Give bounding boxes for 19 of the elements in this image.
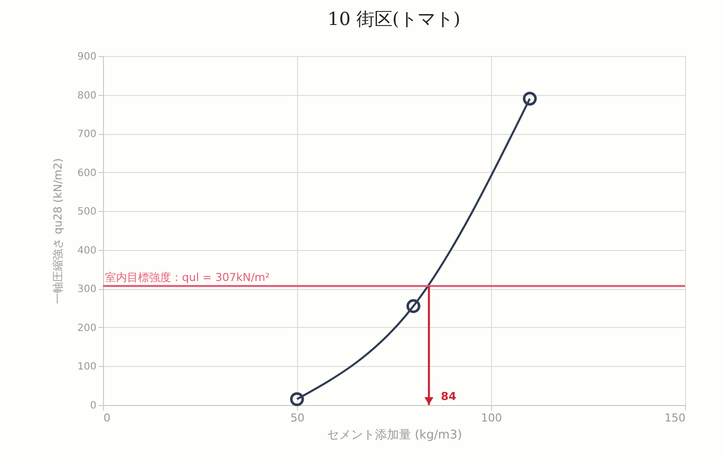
ref-line-label: 室内目標強度：qul = 307kN/m² xyxy=(105,270,270,284)
x-tick-label: 100 xyxy=(481,412,502,424)
y-tick-label: 900 xyxy=(77,52,96,62)
x-tick-label: 50 xyxy=(290,412,304,424)
x-axis-title: セメント添加量 (kg/m3) xyxy=(326,428,462,442)
y-tick-label: 500 xyxy=(77,206,96,218)
y-tick-label: 200 xyxy=(77,322,96,334)
y-tick-label: 700 xyxy=(77,129,96,140)
ref-line-label: 84 xyxy=(440,390,457,403)
y-tick-label: 100 xyxy=(77,362,96,373)
y-tick-label: 0 xyxy=(90,400,96,412)
y-tick-label: 800 xyxy=(77,90,96,102)
y-tick-label: 300 xyxy=(77,284,96,296)
y-axis-title: 一軸圧縮強さ qu28 (kN/m2) xyxy=(51,158,64,304)
x-tick-label: 0 xyxy=(104,412,110,424)
x-tick-label: 150 xyxy=(664,412,686,424)
chart-title: 10 街区(トマト) xyxy=(328,9,460,30)
y-tick-label: 400 xyxy=(77,245,96,256)
y-tick-label: 600 xyxy=(77,168,96,179)
